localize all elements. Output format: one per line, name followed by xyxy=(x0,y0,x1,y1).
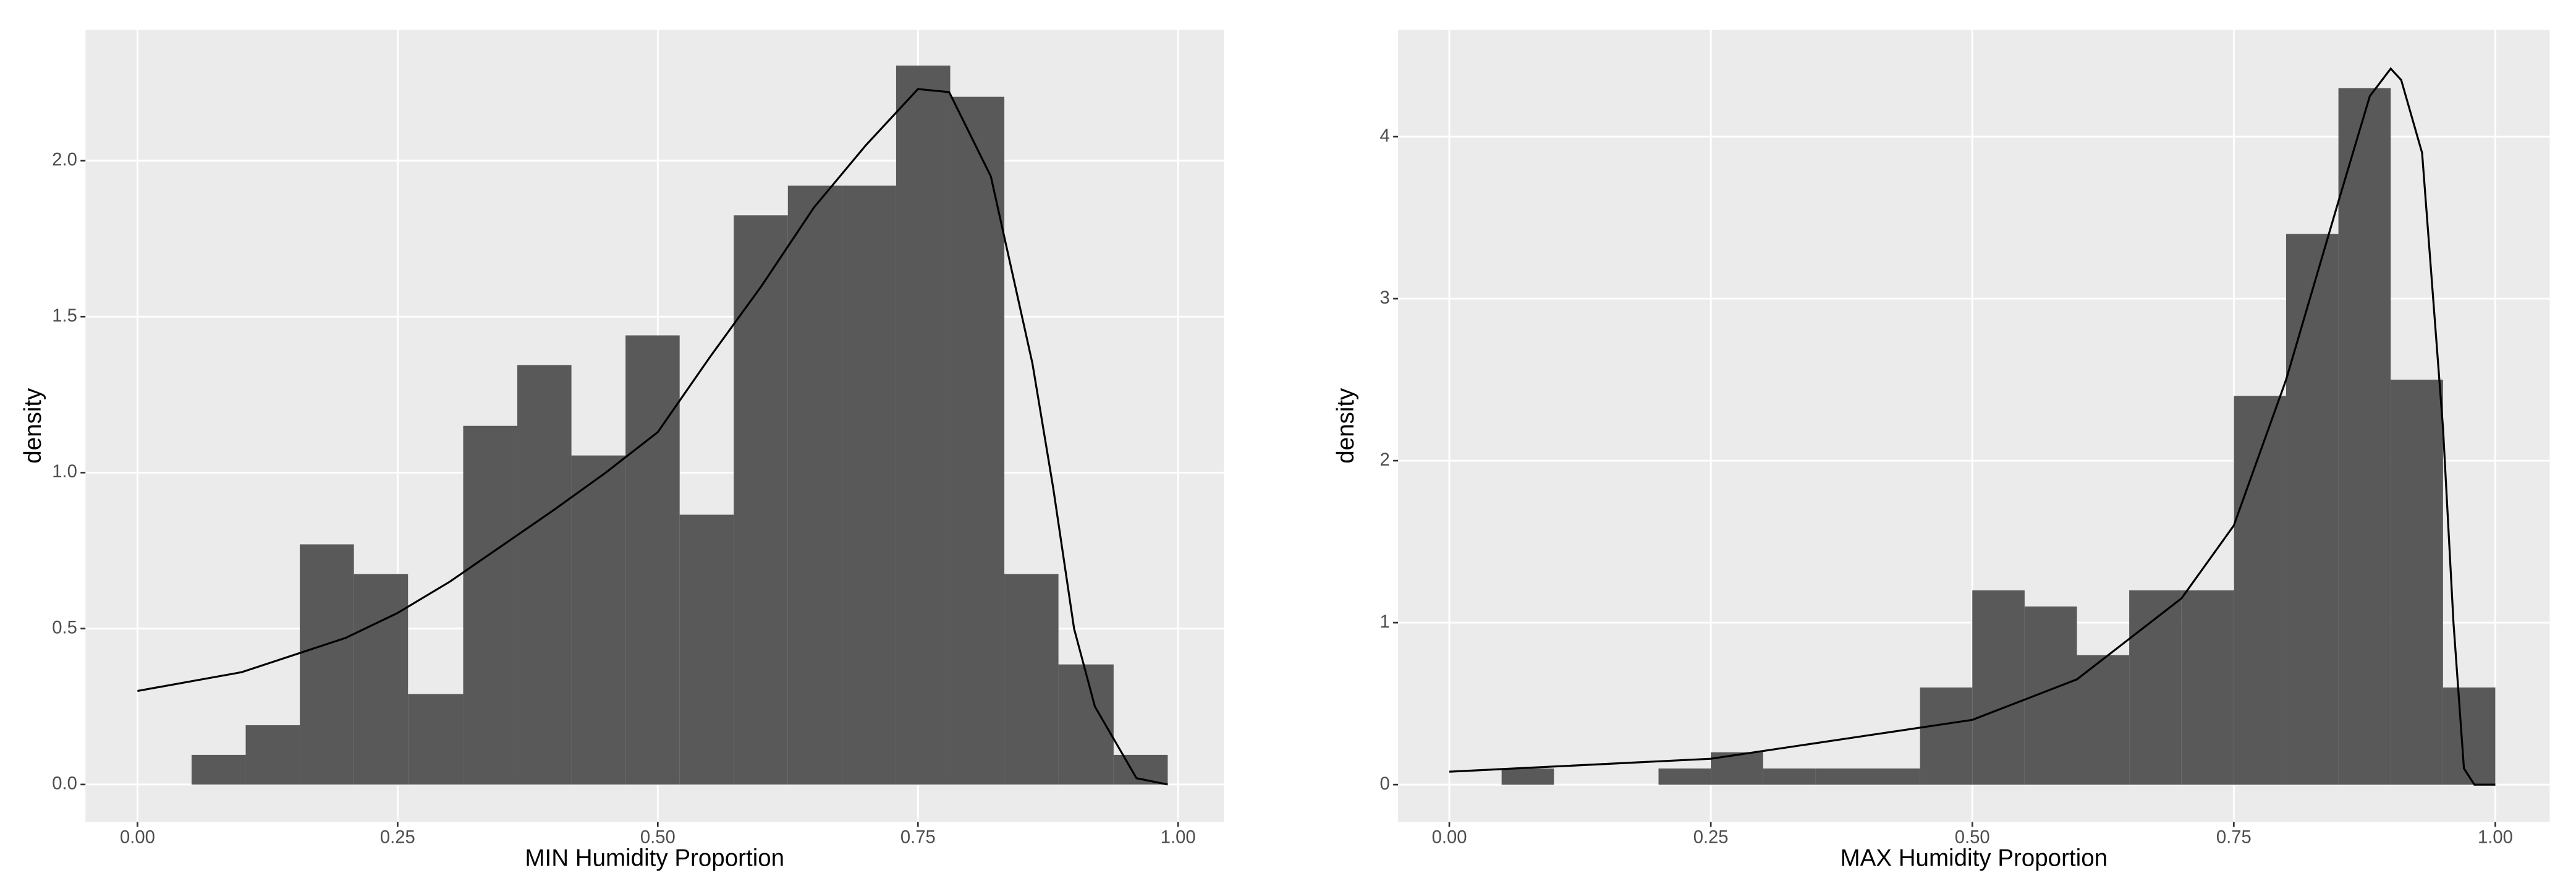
y-tick-label: 0.0 xyxy=(52,774,77,794)
density-curve xyxy=(1449,67,2496,786)
y-tick-label: 0 xyxy=(1380,774,1390,794)
bar xyxy=(787,185,842,785)
bar xyxy=(625,335,680,785)
bar xyxy=(300,544,354,785)
x-tick-label: 1.00 xyxy=(1161,828,1196,848)
bar xyxy=(2077,655,2130,785)
bar xyxy=(734,215,788,785)
bar xyxy=(245,725,300,785)
bar xyxy=(896,66,951,785)
bar xyxy=(1658,768,1711,785)
bar xyxy=(354,574,409,785)
bar xyxy=(2181,590,2234,785)
y-tick-label: 2.0 xyxy=(52,150,77,170)
x-tick-label: 0.25 xyxy=(1693,828,1729,848)
y-tick-label: 1.5 xyxy=(52,306,77,326)
x-tick-label: 1.00 xyxy=(2478,828,2513,848)
bar xyxy=(408,694,464,785)
x-tick-label: 0.50 xyxy=(640,828,676,848)
bar xyxy=(842,185,896,785)
bar xyxy=(1004,574,1059,785)
bar xyxy=(2391,380,2443,785)
x-tick-label: 0.00 xyxy=(1432,828,1467,848)
x-axis-title: MIN Humidity Proportion xyxy=(525,845,784,872)
y-tick-label: 1.0 xyxy=(52,462,77,482)
bar xyxy=(1815,768,1868,785)
y-axis-title: density xyxy=(1332,388,1359,464)
bar xyxy=(517,365,572,785)
density-curve xyxy=(137,88,1168,786)
y-tick-label: 0.5 xyxy=(52,618,77,637)
y-tick-label: 4 xyxy=(1380,126,1390,146)
x-tick-label: 0.25 xyxy=(380,828,415,848)
bar xyxy=(191,754,246,785)
bar xyxy=(2286,234,2339,785)
x-tick-label: 0.50 xyxy=(1955,828,1990,848)
bar xyxy=(1972,590,2025,785)
bar xyxy=(1920,687,1973,785)
bar xyxy=(2443,687,2496,785)
bar xyxy=(571,455,626,785)
bar xyxy=(1868,768,1920,785)
y-axis-title: density xyxy=(20,388,46,464)
y-tick-label: 1 xyxy=(1380,612,1390,632)
bar xyxy=(1501,768,1554,785)
bar xyxy=(950,96,1005,785)
y-tick-label: 3 xyxy=(1380,288,1390,308)
y-tick-label: 2 xyxy=(1380,450,1390,470)
bar xyxy=(463,425,518,785)
bar xyxy=(2234,396,2286,785)
bar xyxy=(1763,768,1816,785)
bar xyxy=(679,514,734,785)
x-tick-label: 0.00 xyxy=(120,828,155,848)
x-tick-label: 0.75 xyxy=(900,828,936,848)
bar xyxy=(2338,88,2391,785)
x-tick-label: 0.75 xyxy=(2216,828,2252,848)
x-axis-title: MAX Humidity Proportion xyxy=(1841,845,2108,872)
bar xyxy=(2129,590,2182,785)
